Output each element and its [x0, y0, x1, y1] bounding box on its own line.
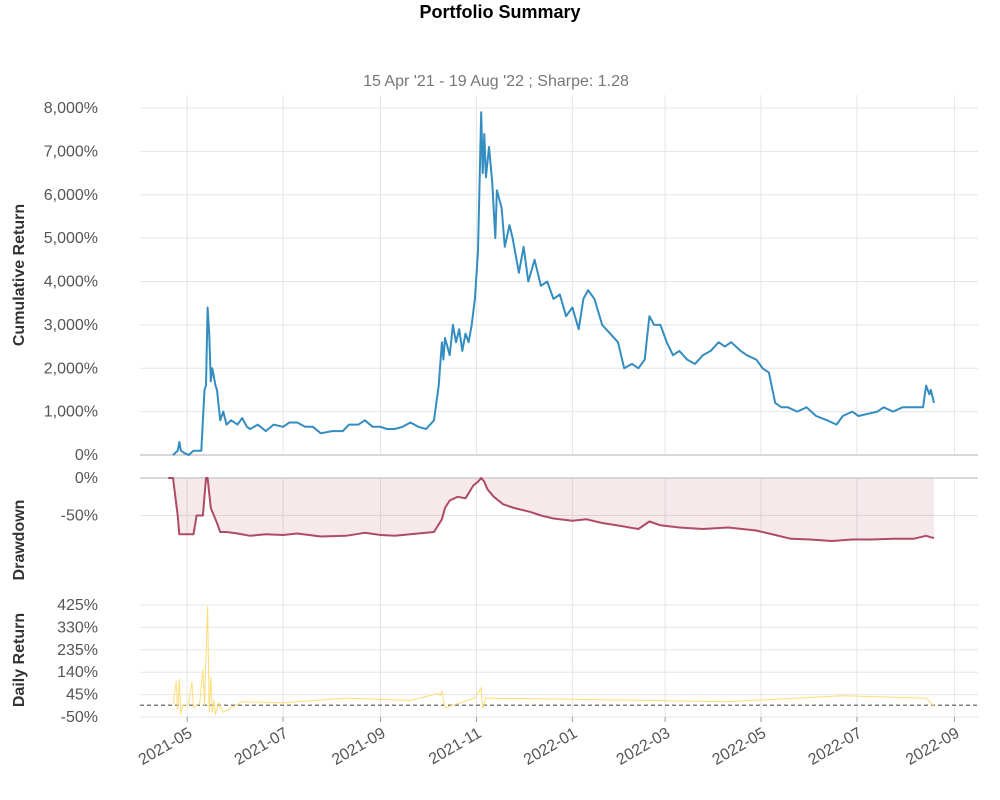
chart-subtitle: 15 Apr '21 - 19 Aug '22 ; Sharpe: 1.28	[363, 73, 629, 90]
x-tick-label: 2021-07	[232, 725, 291, 769]
y-tick-label-cumulative: 0%	[75, 447, 98, 464]
y-axis-label-daily: Daily Return	[11, 613, 28, 707]
x-tick-label: 2022-07	[806, 725, 865, 769]
y-tick-label-cumulative: 4,000%	[44, 274, 98, 291]
x-tick-label: 2022-01	[521, 725, 580, 769]
drawdown-panel: 0% -50% Drawdown	[11, 470, 978, 600]
x-tick-label: 2022-05	[710, 725, 769, 769]
x-tick-label: 2022-09	[903, 725, 962, 769]
y-tick-label-drawdown: -50%	[61, 508, 98, 525]
x-tick-label: 2021-05	[136, 725, 195, 769]
y-tick-label-drawdown: 0%	[75, 470, 98, 487]
daily-series-line	[172, 605, 935, 716]
daily-return-panel: 425% 330% 235% 140% 45% -50% Daily Return	[11, 597, 978, 726]
cumulative-return-panel: 8,000% 7,000% 6,000% 5,000% 4,000% 3,000% 2,00…	[11, 95, 978, 464]
y-tick-label-daily: 140%	[57, 664, 98, 681]
y-tick-label-cumulative: 7,000%	[44, 143, 98, 160]
cumulative-series-line	[172, 111, 935, 456]
x-axis: 2021-05 2021-07 2021-09 2021-11 2022-01 2022-…	[136, 717, 963, 769]
x-tick-label: 2021-09	[329, 725, 388, 769]
y-tick-label-daily: 235%	[57, 642, 98, 659]
y-tick-label-cumulative: 1,000%	[44, 404, 98, 421]
y-tick-label-daily: 45%	[66, 687, 98, 704]
chart-title: Portfolio Summary	[419, 2, 580, 22]
drawdown-area	[168, 478, 935, 541]
y-tick-label-cumulative: 3,000%	[44, 317, 98, 334]
y-tick-label-cumulative: 5,000%	[44, 230, 98, 247]
y-tick-label-cumulative: 6,000%	[44, 187, 98, 204]
y-tick-label-daily: 330%	[57, 619, 98, 636]
y-axis-label-cumulative: Cumulative Return	[11, 204, 28, 346]
y-axis-label-drawdown: Drawdown	[11, 500, 28, 581]
drawdown-series-line	[168, 477, 935, 542]
y-tick-label-daily: -50%	[61, 709, 98, 726]
x-tick-label: 2022-03	[614, 725, 673, 769]
y-tick-label-daily: 425%	[57, 597, 98, 614]
y-tick-label-cumulative: 2,000%	[44, 360, 98, 377]
y-tick-label-cumulative: 8,000%	[44, 100, 98, 117]
x-tick-label: 2021-11	[426, 725, 484, 769]
